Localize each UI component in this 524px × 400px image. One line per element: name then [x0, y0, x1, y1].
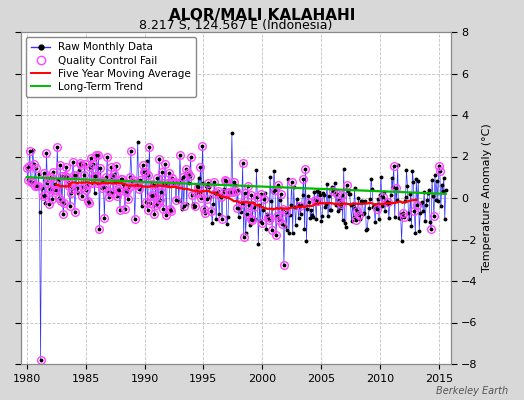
Y-axis label: Temperature Anomaly (°C): Temperature Anomaly (°C): [482, 124, 492, 272]
Text: Berkeley Earth: Berkeley Earth: [436, 386, 508, 396]
Legend: Raw Monthly Data, Quality Control Fail, Five Year Moving Average, Long-Term Tren: Raw Monthly Data, Quality Control Fail, …: [26, 37, 196, 97]
Title: 8.217 S, 124.567 E (Indonesia): 8.217 S, 124.567 E (Indonesia): [139, 19, 333, 32]
Text: ALOR/MALI KALAHAHI: ALOR/MALI KALAHAHI: [169, 8, 355, 23]
